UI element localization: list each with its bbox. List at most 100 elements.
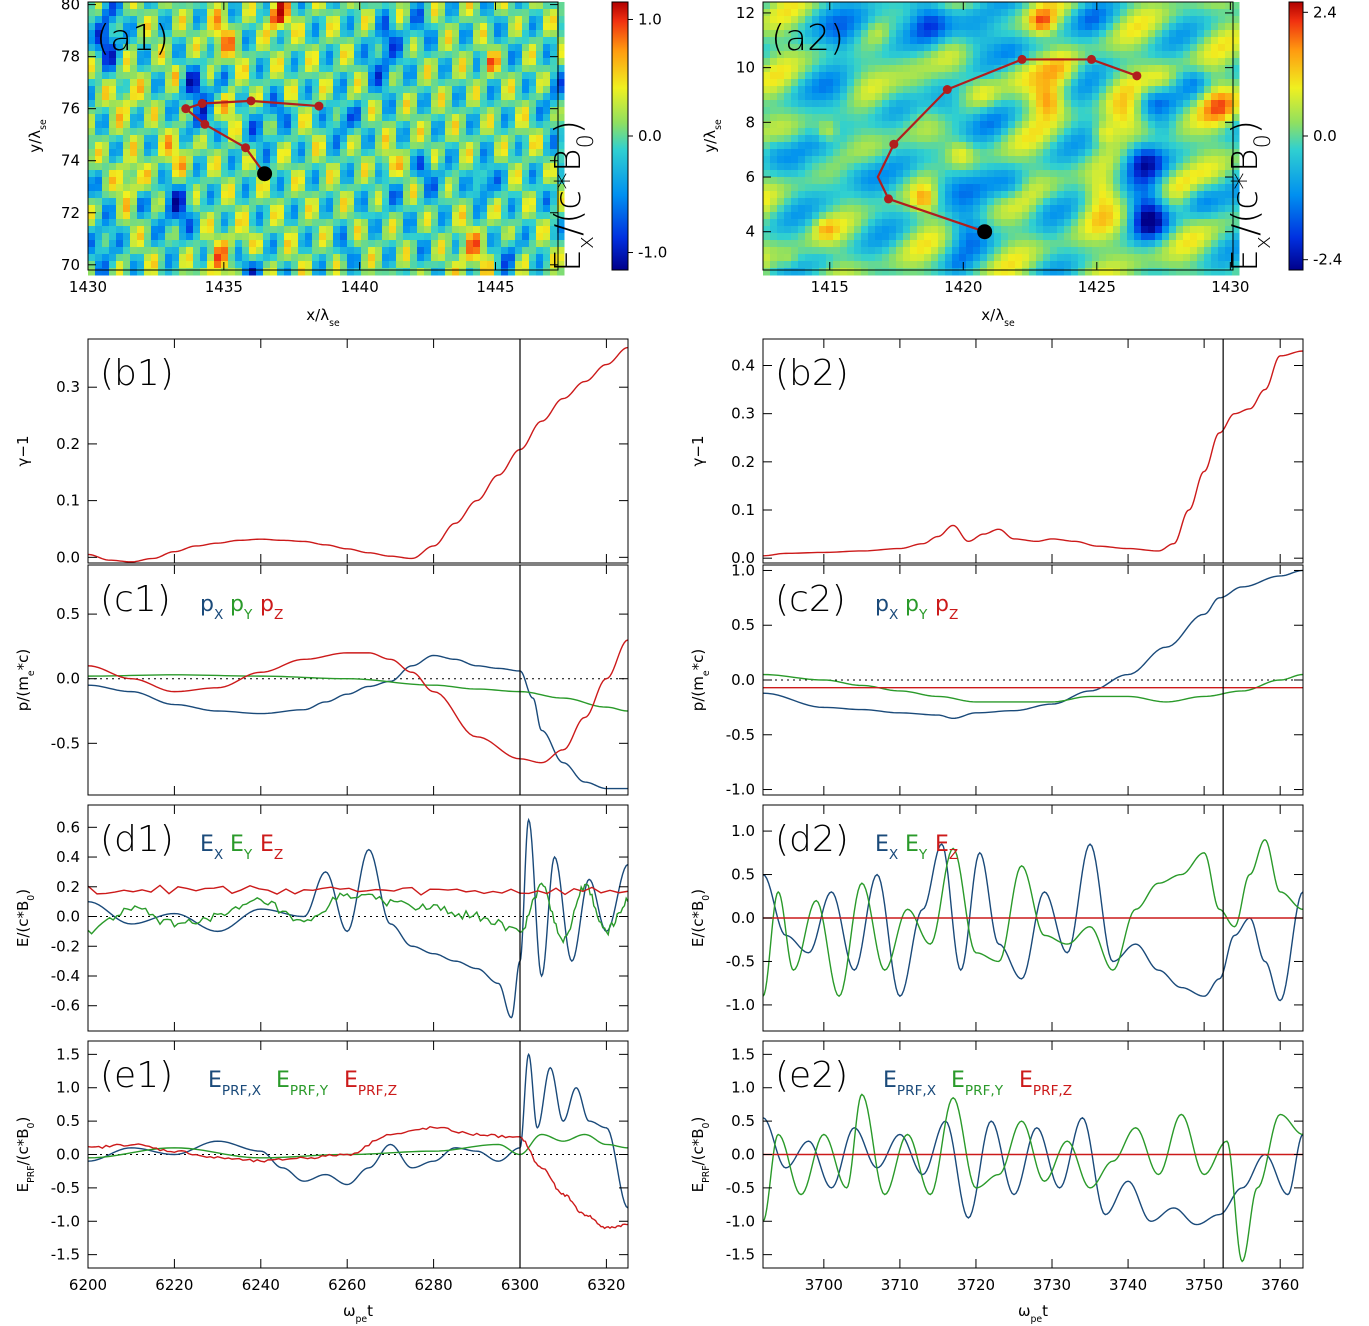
heatmap-cell	[410, 191, 418, 199]
heatmap-cell	[868, 149, 876, 157]
heatmap-cell	[256, 128, 264, 136]
heatmap-cell	[1190, 93, 1198, 101]
heatmap-cell	[347, 2, 355, 10]
heatmap-cell	[389, 107, 397, 115]
heatmap-cell	[1043, 177, 1051, 185]
heatmap-cell	[109, 128, 117, 136]
heatmap-cell	[840, 170, 848, 178]
heatmap-cell	[1064, 219, 1072, 227]
heatmap-cell	[186, 51, 194, 59]
heatmap-cell	[431, 191, 439, 199]
heatmap-cell	[1190, 100, 1198, 108]
heatmap-cell	[763, 198, 771, 206]
heatmap-cell	[1113, 135, 1121, 143]
heatmap-cell	[994, 226, 1002, 234]
heatmap-cell	[200, 9, 208, 17]
heatmap-cell	[529, 205, 537, 213]
heatmap-cell	[130, 107, 138, 115]
heatmap-cell	[200, 37, 208, 45]
heatmap-cell	[459, 2, 467, 10]
heatmap-cell	[543, 72, 551, 80]
heatmap-cell	[277, 72, 285, 80]
heatmap-cell	[557, 191, 565, 199]
heatmap-cell	[1071, 212, 1079, 220]
heatmap-cell	[340, 191, 348, 199]
heatmap-cell	[1176, 163, 1184, 171]
heatmap-cell	[487, 226, 495, 234]
heatmap-cell	[529, 191, 537, 199]
heatmap-cell	[319, 93, 327, 101]
heatmap-cell	[1120, 142, 1128, 150]
heatmap-cell	[1155, 219, 1163, 227]
heatmap-cell	[116, 191, 124, 199]
heatmap-cell	[973, 142, 981, 150]
heatmap-cell	[144, 58, 152, 66]
heatmap-cell	[1057, 65, 1065, 73]
heatmap-cell	[1232, 121, 1240, 129]
heatmap-cell	[1106, 142, 1114, 150]
heatmap-cell	[1099, 58, 1107, 66]
heatmap-cell	[151, 191, 159, 199]
heatmap-cell	[459, 205, 467, 213]
heatmap-cell	[557, 205, 565, 213]
heatmap-cell	[375, 72, 383, 80]
heatmap-cell	[368, 135, 376, 143]
heatmap-cell	[130, 212, 138, 220]
heatmap-cell	[305, 86, 313, 94]
heatmap-cell	[763, 37, 771, 45]
heatmap-cell	[1092, 177, 1100, 185]
heatmap-cell	[431, 261, 439, 269]
heatmap-cell	[1148, 205, 1156, 213]
heatmap-cell	[938, 107, 946, 115]
heatmap-cell	[1078, 135, 1086, 143]
heatmap-cell	[221, 9, 229, 17]
heatmap-cell	[791, 142, 799, 150]
heatmap-cell	[826, 191, 834, 199]
heatmap-cell	[1127, 9, 1135, 17]
heatmap-cell	[994, 72, 1002, 80]
heatmap-cell	[179, 2, 187, 10]
heatmap-cell	[847, 198, 855, 206]
heatmap-cell	[200, 65, 208, 73]
heatmap-cell	[826, 16, 834, 24]
heatmap-cell	[1022, 163, 1030, 171]
heatmap-cell	[452, 114, 460, 122]
heatmap-cell	[263, 72, 271, 80]
heatmap-cell	[256, 51, 264, 59]
heatmap-cell	[1022, 170, 1030, 178]
heatmap-cell	[214, 121, 222, 129]
heatmap-cell	[847, 184, 855, 192]
heatmap-cell	[480, 170, 488, 178]
heatmap-cell	[777, 9, 785, 17]
heatmap-cell	[903, 135, 911, 143]
heatmap-cell	[994, 170, 1002, 178]
heatmap-cell	[137, 233, 145, 241]
heatmap-cell	[1204, 191, 1212, 199]
heatmap-cell	[319, 72, 327, 80]
heatmap-cell	[945, 191, 953, 199]
heatmap-cell	[1169, 205, 1177, 213]
heatmap-cell	[389, 254, 397, 262]
heatmap-cell	[543, 2, 551, 10]
heatmap-cell	[501, 79, 509, 87]
heatmap-cell	[270, 16, 278, 24]
heatmap-cell	[1085, 93, 1093, 101]
heatmap-cell	[854, 9, 862, 17]
heatmap-cell	[375, 121, 383, 129]
heatmap-cell	[375, 114, 383, 122]
heatmap-cell	[95, 212, 103, 220]
heatmap-cell	[1106, 198, 1114, 206]
heatmap-cell	[144, 268, 152, 276]
heatmap-cell	[487, 86, 495, 94]
heatmap-cell	[1099, 107, 1107, 115]
y-tick-label: 80	[61, 0, 80, 14]
heatmap-cell	[868, 58, 876, 66]
heatmap-cell	[938, 23, 946, 31]
heatmap-cell	[1148, 65, 1156, 73]
heatmap-cell	[819, 114, 827, 122]
heatmap-cell	[144, 184, 152, 192]
heatmap-cell	[466, 233, 474, 241]
heatmap-cell	[137, 268, 145, 276]
heatmap-cell	[340, 86, 348, 94]
heatmap-cell	[917, 170, 925, 178]
